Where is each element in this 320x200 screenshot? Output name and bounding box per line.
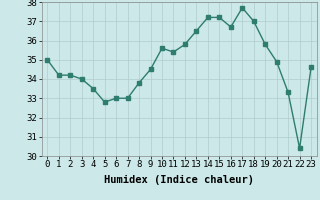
X-axis label: Humidex (Indice chaleur): Humidex (Indice chaleur) [104, 175, 254, 185]
